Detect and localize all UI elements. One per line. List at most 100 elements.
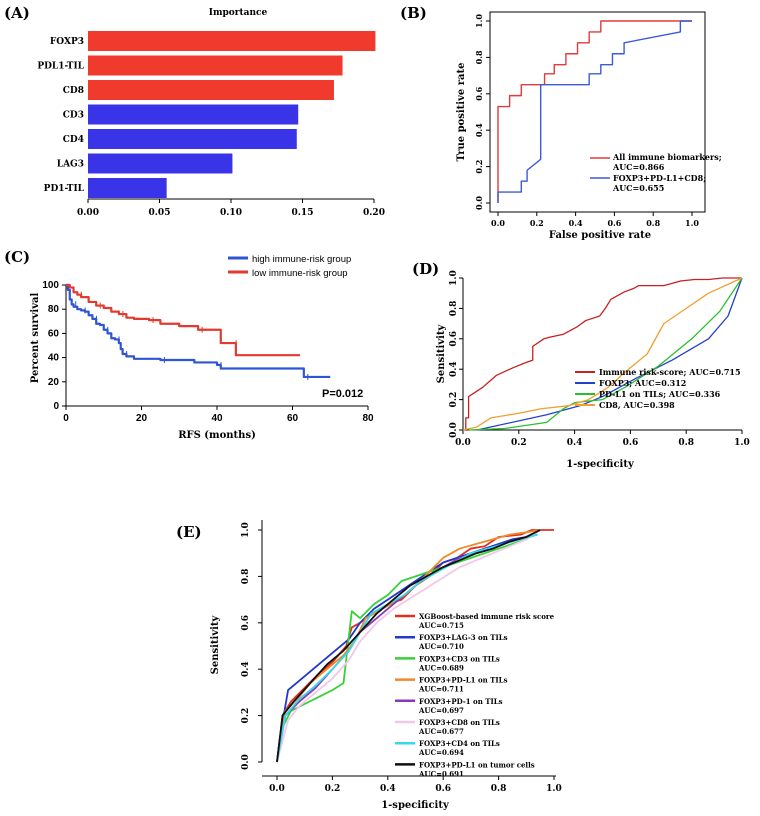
y-tick-label: 0.8	[449, 301, 459, 317]
x-tick-label: 0.4	[567, 438, 583, 448]
legend-auc-foxp3-lag-3-on-tils: AUC=0.710	[418, 642, 464, 651]
x-tick-label: 0.4	[569, 218, 583, 228]
legend-label-foxp3-cd3-on-tils: FOXP3+CD3 on TILs	[419, 654, 500, 663]
panel-a-title: Importance	[209, 8, 268, 18]
series-line-foxp3-cd8-on-tils	[276, 529, 541, 763]
series-line-foxp3-cd4-on-tils	[276, 533, 538, 763]
panel-e-y-label: Sensitivity	[210, 614, 221, 674]
legend-label-foxp3-pd-1-on-tils: FOXP3+PD-1 on TILs	[419, 697, 503, 706]
legend-auc-foxp3-cd3-on-tils: AUC=0.689	[418, 663, 464, 672]
bar-label-cd8: CD8	[63, 86, 84, 96]
panel-d-x-label: 1-specificity	[566, 459, 635, 470]
y-tick-label: 0.2	[241, 708, 251, 724]
legend-label-cd8-auc-0-398: CD8, AUC=0.398	[599, 400, 675, 410]
x-tick-label: 20	[136, 413, 148, 424]
panel-b-x-label: False positive rate	[549, 230, 651, 241]
bar-label-pdl1-til: PDL1-TIL	[37, 62, 84, 72]
y-tick-label: 0.0	[241, 754, 251, 770]
y-tick-label: 80	[48, 304, 60, 315]
x-tick-label: 0.2	[511, 438, 527, 448]
panel-d-label: (D)	[412, 260, 439, 278]
x-tick-label: 0.0	[269, 784, 285, 794]
x-tick-label: 80	[362, 413, 374, 424]
series-line-xgboost-based-immune-risk-score	[276, 529, 554, 763]
y-tick-label: 1.0	[474, 14, 484, 28]
x-tick-label: 0.15	[292, 208, 314, 218]
legend-label-foxp3-auc-0-312: FOXP3; AUC=0.312	[599, 378, 686, 388]
panel-e-legend: XGBoost-based immune risk scoreAUC=0.715…	[395, 612, 555, 778]
legend-label-foxp3-lag-3-on-tils: FOXP3+LAG-3 on TILs	[419, 633, 508, 642]
series-line-foxp3-pd-l1-on-tils	[276, 529, 541, 763]
legend-auc-all-biomarkers: AUC=0.866	[612, 162, 665, 172]
y-tick-label: 0.2	[449, 392, 459, 408]
panel-b-y-label: True positive rate	[456, 63, 467, 162]
x-tick-label: 1.0	[685, 218, 699, 228]
legend-label-low-risk: low immune-risk group	[252, 268, 348, 279]
y-tick-label: 0.2	[474, 160, 484, 174]
x-tick-label: 0.8	[678, 438, 694, 448]
panel-c-legend: high immune-risk group low immune-risk g…	[228, 254, 351, 279]
panel-d-y-label: Sensitivity	[436, 323, 447, 383]
bar-cd8	[88, 80, 334, 100]
panel-b-legend: All immune biomarkers; AUC=0.866 FOXP3+P…	[590, 152, 722, 193]
bar-cd4	[88, 129, 297, 149]
y-tick-label: 0.0	[474, 196, 484, 210]
series-line-foxp3-lag-3-on-tils	[276, 533, 538, 763]
x-tick-label: 1.0	[546, 784, 562, 794]
y-tick-label: 100	[42, 280, 59, 291]
x-tick-label: 0.6	[623, 438, 639, 448]
legend-auc-foxp3-pdl1-cd8: AUC=0.655	[612, 183, 664, 193]
panel-b-roc: (B) 0.0 0.0 0.2 0.2 0.4 0.4 0.6 0.6 0.8 0.8 1.0 1.0…	[400, 4, 722, 241]
legend-auc-foxp3-cd8-on-tils: AUC=0.677	[418, 727, 464, 736]
legend-label-foxp3-cd4-on-tils: FOXP3+CD4 on TILs	[419, 739, 500, 748]
x-tick-label: 1.0	[734, 438, 750, 448]
y-tick-label: 1.0	[449, 270, 459, 286]
bar-pdl1-til	[88, 55, 343, 76]
legend-auc-xgboost-based-immune-risk-score: AUC=0.715	[418, 621, 464, 630]
x-tick-label: 0.10	[220, 208, 242, 218]
panel-e-label: (E)	[176, 523, 202, 541]
panel-c-kaplan-meier: (C) 0 20 40 60 80 0 20 40 60 80 100 RFS (months) P…	[4, 248, 374, 441]
x-tick-label: 0	[63, 413, 69, 424]
panel-a-label: (A)	[4, 4, 30, 22]
series-line-immune-risk-score-auc-0-715	[463, 277, 742, 431]
legend-auc-foxp3-cd4-on-tils: AUC=0.694	[418, 748, 464, 757]
legend-label-all-biomarkers: All immune biomarkers;	[612, 152, 722, 162]
legend-auc-foxp3-pd-l1-on-tumor-cells: AUC=0.691	[418, 769, 464, 778]
series-line-foxp3-pd-l1-cd8	[497, 20, 692, 203]
series-line-foxp3-auc-0-312	[476, 277, 743, 431]
legend-auc-foxp3-pd-1-on-tils: AUC=0.697	[418, 706, 464, 715]
legend-label-foxp3-cd8-on-tils: FOXP3+CD8 on TILs	[419, 718, 500, 727]
panel-e-roc: (E) 0.0 0.0 0.2 0.2 0.4 0.4 0.6 0.6 0.8 0.8 1.0 1.0…	[176, 520, 562, 811]
bar-foxp3	[88, 31, 376, 51]
legend-label-foxp3-pdl1-cd8: FOXP3+PD-L1+CD8;	[613, 173, 706, 183]
y-tick-label: 20	[48, 377, 60, 388]
y-tick-label: 0.6	[241, 615, 251, 631]
bar-label-cd4: CD4	[63, 135, 84, 145]
x-tick-label: 0.2	[325, 784, 341, 794]
bar-pd1-til	[88, 178, 167, 198]
y-tick-label: 0.4	[474, 123, 484, 137]
x-tick-label: 0.8	[491, 784, 507, 794]
legend-auc-foxp3-pd-l1-on-tils: AUC=0.711	[418, 685, 464, 694]
y-tick-label: 60	[48, 328, 60, 339]
panel-d-roc: (D) 0.00.0 0.2 0.2 0.4 0.4 0.6 0.6 0.8 0.8 1.0 1.0…	[412, 260, 750, 470]
series-line-cd8-auc-0-398	[462, 277, 743, 431]
y-tick-label: 0.8	[474, 50, 484, 64]
x-tick-label: 0.2	[530, 218, 544, 228]
y-tick-label: 0.4	[449, 361, 459, 377]
y-tick-label: 40	[48, 353, 60, 364]
x-tick-label: 0.6	[435, 784, 451, 794]
series-line-pd-l1-on-tils-auc-0-336	[468, 277, 743, 431]
series-line-foxp3-pd-1-on-tils	[276, 529, 541, 763]
bar-label-pd1-til: PD1-TIL	[44, 184, 85, 194]
y-tick-label: 0.0	[449, 422, 459, 438]
panel-b-label: (B)	[400, 4, 427, 22]
y-tick-label: 0.4	[241, 661, 251, 677]
y-tick-label: 0.8	[241, 569, 251, 585]
x-tick-label: 0.00	[77, 208, 99, 218]
panel-c-y-label: Percent survival	[30, 293, 41, 384]
legend-label-immune-risk-score-auc-0-715: Immune risk-score; AUC=0.715	[599, 367, 741, 377]
legend-label-xgboost-based-immune-risk-score: XGBoost-based immune risk score	[419, 612, 555, 621]
